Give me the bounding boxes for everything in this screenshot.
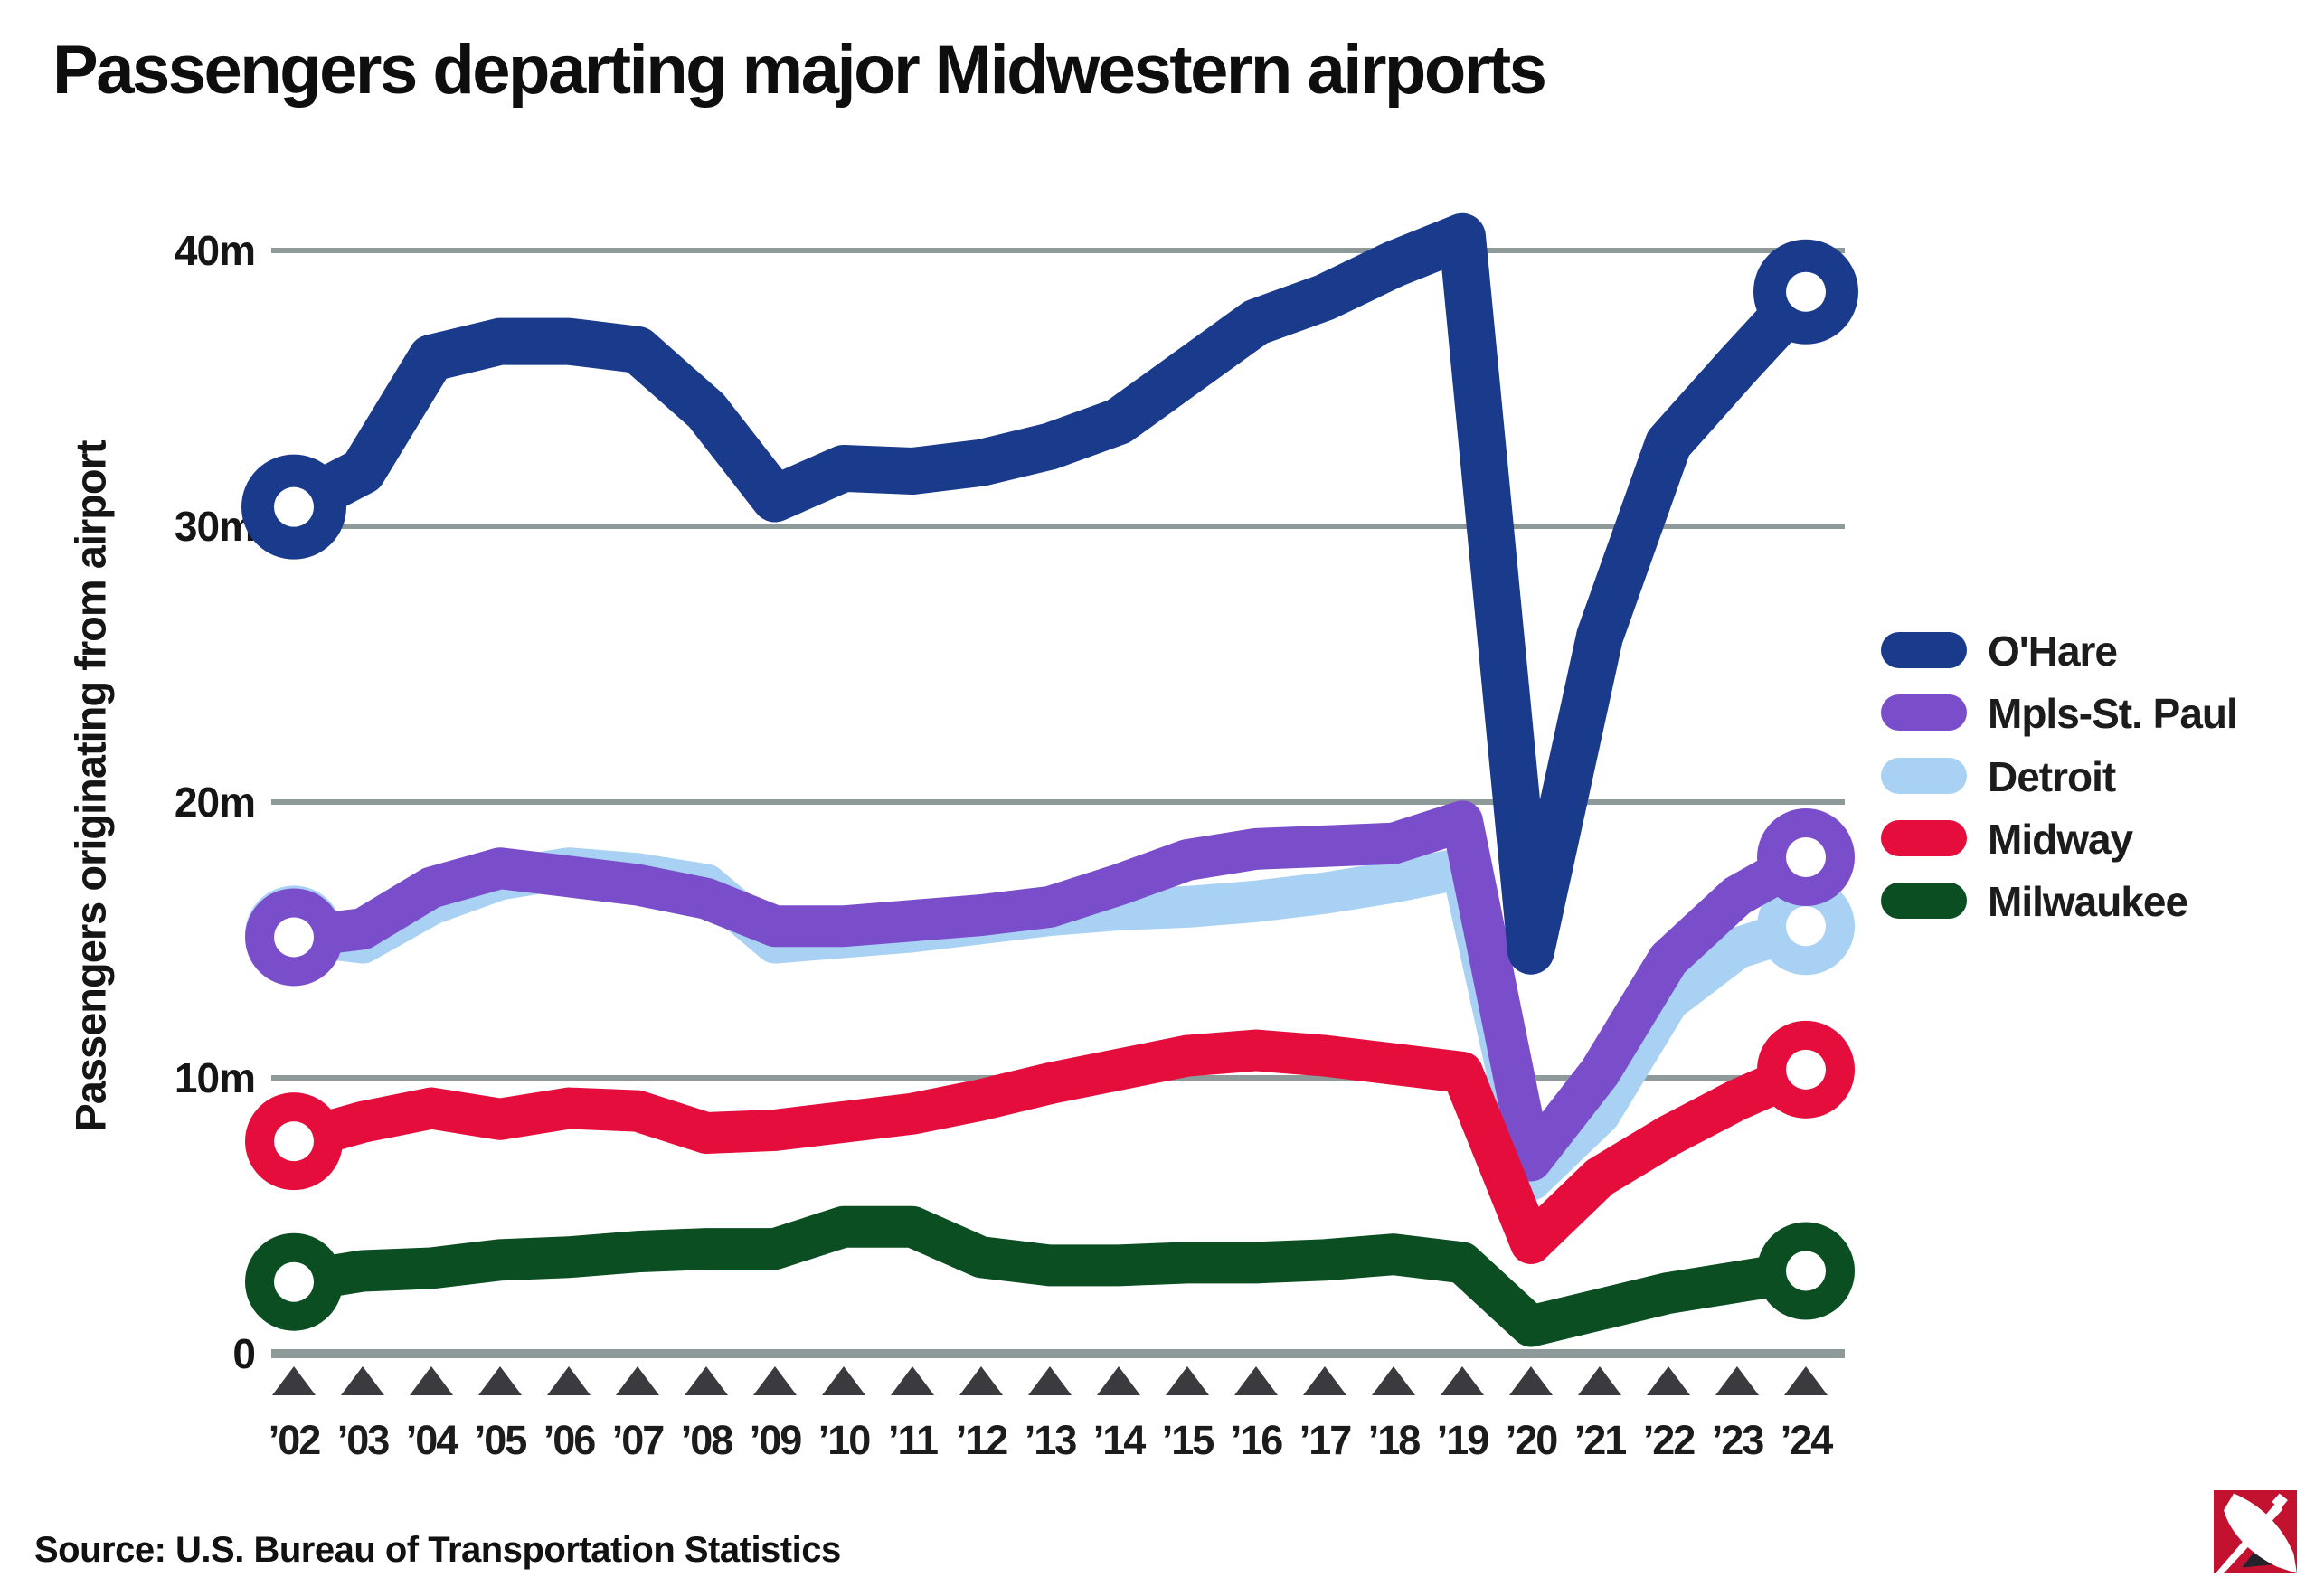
x-tick-triangle [1784, 1366, 1828, 1395]
x-tick-triangle [1578, 1366, 1621, 1395]
series-endpoint-marker-hole-ohare [1786, 271, 1826, 312]
x-tick-label: ’13 [1025, 1417, 1077, 1463]
legend-swatch-icon [1881, 819, 1967, 856]
x-tick-label: ’02 [269, 1417, 321, 1463]
y-tick-label: 0 [232, 1330, 255, 1377]
x-tick-label: ’07 [612, 1417, 665, 1463]
series-line-midway [273, 1029, 1827, 1264]
x-tick-label: ’14 [1093, 1417, 1147, 1463]
logo-pick-handle [2215, 1503, 2283, 1573]
series-endpoint-marker-hole-milwaukee [1786, 1251, 1826, 1291]
x-tick-label: ’08 [681, 1417, 733, 1463]
x-tick-triangle [1647, 1366, 1690, 1395]
chart-title: Passengers departing major Midwestern ai… [52, 32, 1547, 109]
x-tick-label: ’19 [1437, 1417, 1489, 1463]
legend-label: Detroit [1988, 752, 2116, 800]
logo-pick-tip [2272, 1493, 2288, 1510]
series-endpoint-marker-hole-midway [274, 1121, 314, 1162]
x-tick-triangle [272, 1366, 316, 1395]
series-line-mpls-st-paul [273, 800, 1827, 1182]
legend-swatch-icon [1881, 632, 1967, 668]
x-tick-label: ’05 [475, 1417, 527, 1463]
x-tick-triangle [341, 1366, 384, 1395]
x-tick-triangle [685, 1366, 728, 1395]
x-tick-label: ’20 [1506, 1417, 1558, 1463]
series-line-ohare [270, 212, 1829, 975]
x-tick-triangle [891, 1366, 934, 1395]
series-line-milwaukee [273, 1205, 1827, 1347]
x-tick-label: ’06 [543, 1417, 596, 1463]
x-tick-triangle [753, 1366, 797, 1395]
x-tick-triangle [1166, 1366, 1209, 1395]
legend-swatch-icon [1881, 694, 1967, 732]
x-tick-label: ’17 [1299, 1417, 1352, 1463]
series-endpoint-marker-hole-ohare [274, 486, 314, 527]
x-tick-label: ’16 [1231, 1417, 1283, 1463]
legend-label: Midway [1988, 815, 2133, 863]
y-tick-label: 20m [175, 779, 255, 826]
publisher-logo [2214, 1490, 2297, 1573]
source-note: Source: U.S. Bureau of Transportation St… [34, 1530, 841, 1570]
series-endpoint-marker-hole-midway [1786, 1049, 1826, 1090]
y-tick-label: 10m [175, 1054, 255, 1101]
x-tick-triangle [478, 1366, 522, 1395]
x-tick-triangle [1303, 1366, 1346, 1395]
x-tick-triangle [1372, 1366, 1415, 1395]
x-tick-label: ’24 [1781, 1417, 1834, 1463]
series-endpoint-marker-hole-mpls-st-paul [274, 917, 314, 958]
x-tick-triangle [822, 1366, 865, 1395]
series-endpoint-marker-hole-milwaukee [274, 1261, 314, 1302]
legend-swatch-icon [1881, 757, 1967, 794]
x-tick-triangle [547, 1366, 591, 1395]
legend-label: Milwaukee [1988, 878, 2188, 926]
x-tick-label: ’18 [1368, 1417, 1421, 1463]
x-tick-triangle [1441, 1366, 1484, 1395]
x-tick-label: ’10 [818, 1417, 871, 1463]
x-tick-triangle [1097, 1366, 1140, 1395]
x-tick-triangle [1509, 1366, 1553, 1395]
legend-label: O'Hare [1988, 628, 2118, 675]
x-tick-label: ’21 [1574, 1417, 1627, 1463]
series-endpoint-marker-hole-mpls-st-paul [1786, 837, 1826, 877]
series-endpoint-marker-hole-detroit [1786, 906, 1826, 947]
x-tick-label: ’04 [406, 1417, 459, 1463]
legend-swatch-icon [1881, 883, 1967, 920]
x-tick-triangle [1715, 1366, 1759, 1395]
x-tick-label: ’11 [888, 1417, 938, 1463]
x-tick-label: ’15 [1162, 1417, 1214, 1463]
x-tick-label: ’22 [1643, 1417, 1696, 1463]
legend-label: Mpls-St. Paul [1988, 690, 2238, 738]
x-tick-triangle [1234, 1366, 1278, 1395]
x-tick-triangle [410, 1366, 453, 1395]
x-tick-label: ’23 [1712, 1417, 1764, 1463]
x-tick-label: ’03 [337, 1417, 390, 1463]
x-tick-triangle [1028, 1366, 1072, 1395]
y-tick-label: 40m [175, 227, 255, 274]
x-tick-triangle [616, 1366, 659, 1395]
x-tick-label: ’09 [750, 1417, 802, 1463]
x-tick-triangle [959, 1366, 1003, 1395]
x-tick-label: ’12 [956, 1417, 1008, 1463]
